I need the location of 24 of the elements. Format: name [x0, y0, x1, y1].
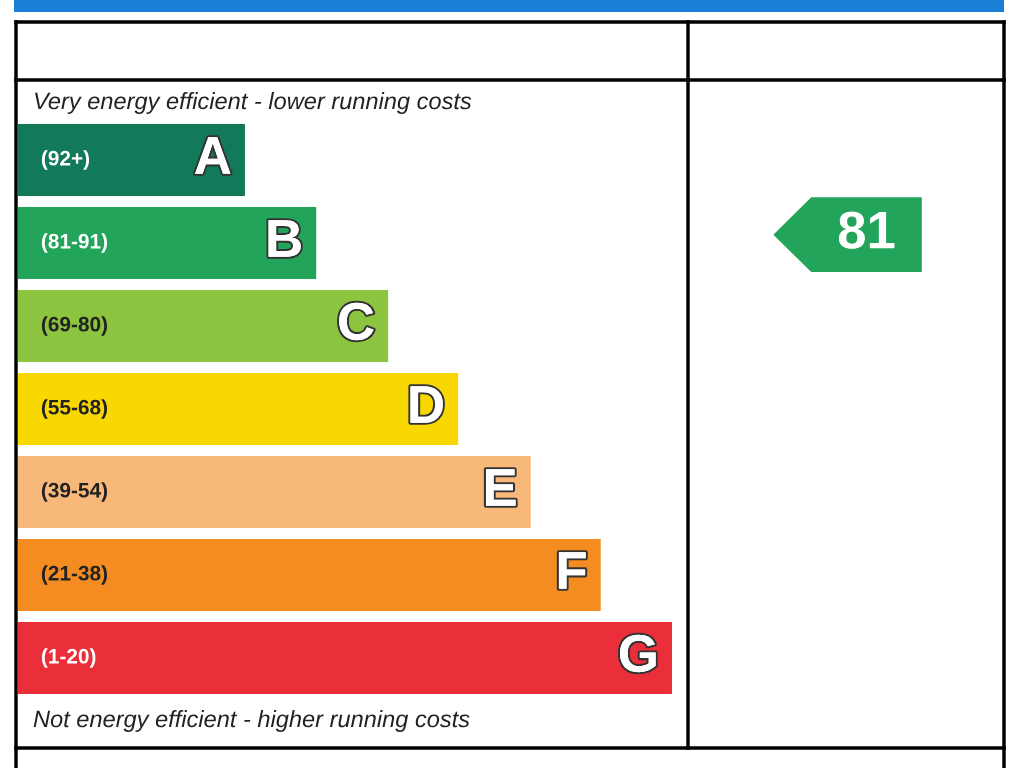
y-tick-label: (21-38) [41, 565, 108, 585]
y-tick-label: (55-68) [41, 399, 108, 419]
bar [18, 289, 389, 363]
annotation: C [339, 302, 374, 341]
bar [18, 621, 672, 695]
annotation: Not energy efficient - higher running costs [33, 709, 470, 733]
y-tick-label: (92+) [41, 150, 90, 170]
bar [18, 455, 531, 529]
text: 81 [838, 211, 895, 249]
bar [18, 206, 317, 280]
y-tick-label: (1-20) [41, 648, 96, 668]
y-tick-label: (81-91) [41, 233, 108, 253]
annotation: E [485, 469, 516, 506]
annotation: A [195, 137, 231, 174]
annotation: F [558, 552, 586, 589]
y-tick-label: (69-80) [41, 316, 108, 336]
annotation: B [268, 220, 301, 257]
bar [18, 123, 245, 197]
y-tick-label: (39-54) [41, 482, 108, 502]
bar [18, 538, 601, 612]
annotation: G [620, 634, 656, 673]
annotation: D [410, 386, 443, 423]
bar [18, 372, 459, 446]
text: Very energy efficient - lower running costs [35, 92, 472, 114]
